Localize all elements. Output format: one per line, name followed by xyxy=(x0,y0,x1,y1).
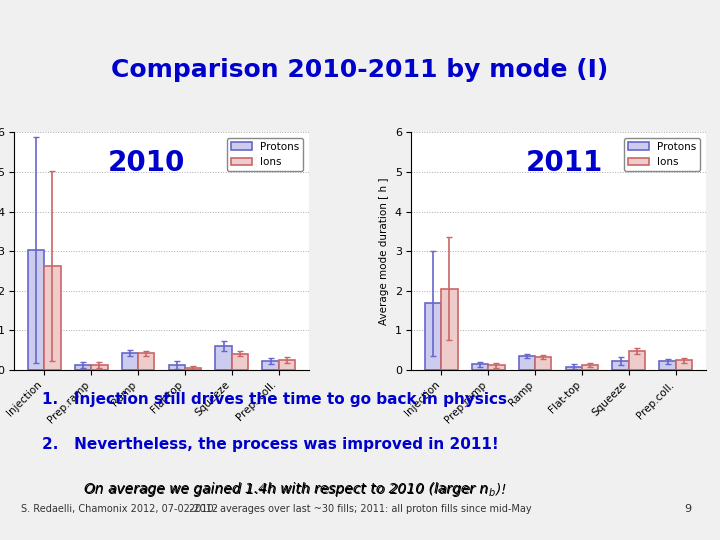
Bar xyxy=(138,353,154,370)
Text: 1.   Injection still drives the time to go back in physics: 1. Injection still drives the time to go… xyxy=(42,392,507,407)
Bar xyxy=(425,303,441,370)
Text: 2011: 2011 xyxy=(526,149,603,177)
Text: S. Redaelli, Chamonix 2012, 07-02-2012: S. Redaelli, Chamonix 2012, 07-02-2012 xyxy=(22,504,218,514)
Bar xyxy=(566,367,582,370)
Bar xyxy=(279,360,295,370)
Text: On average we gained 1.4h with respect to 2010 (larger n$_b$)!: On average we gained 1.4h with respect t… xyxy=(84,481,507,499)
Bar xyxy=(232,354,248,370)
Legend: Protons, Ions: Protons, Ions xyxy=(227,138,303,171)
Text: Comparison 2010-2011 by mode (I): Comparison 2010-2011 by mode (I) xyxy=(112,58,608,82)
Bar xyxy=(44,266,60,370)
Bar xyxy=(613,361,629,370)
Bar xyxy=(518,356,535,370)
Y-axis label: Average mode duration [ h ]: Average mode duration [ h ] xyxy=(379,177,389,325)
Bar xyxy=(91,365,107,370)
Text: 2010: 2010 xyxy=(108,149,186,177)
Bar xyxy=(629,351,645,370)
Bar xyxy=(582,365,598,370)
Text: 2010: averages over last ~30 fills; 2011: all proton fills since mid-May: 2010: averages over last ~30 fills; 2011… xyxy=(189,504,531,514)
Bar xyxy=(676,360,692,370)
Bar xyxy=(660,361,676,370)
Bar xyxy=(185,368,202,370)
Bar xyxy=(168,365,185,370)
Bar xyxy=(262,361,279,370)
Text: On average we gained 1.4h with respect to 2010 (larger n: On average we gained 1.4h with respect t… xyxy=(84,482,487,496)
Bar xyxy=(215,346,232,370)
Bar xyxy=(472,364,488,370)
Text: 9: 9 xyxy=(685,504,692,514)
Bar xyxy=(28,251,44,370)
Bar xyxy=(122,353,138,370)
Bar xyxy=(441,289,458,370)
Bar xyxy=(488,365,505,370)
Legend: Protons, Ions: Protons, Ions xyxy=(624,138,701,171)
Bar xyxy=(535,357,552,370)
Text: On average we gained 1.4h with respect to 2010 (larger n: On average we gained 1.4h with respect t… xyxy=(84,482,487,496)
Bar xyxy=(75,364,91,370)
Text: 2.   Nevertheless, the process was improved in 2011!: 2. Nevertheless, the process was improve… xyxy=(42,437,499,452)
